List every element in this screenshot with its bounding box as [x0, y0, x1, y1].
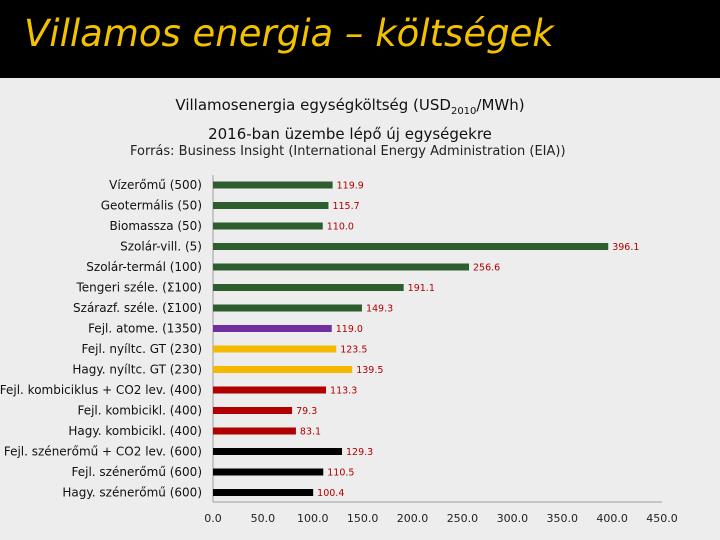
bar — [213, 181, 333, 189]
category-label: Tengeri széle. (Σ100) — [76, 281, 203, 295]
bar — [213, 304, 362, 312]
category-label: Szolár-vill. (5) — [120, 240, 202, 254]
value-label: 119.0 — [336, 324, 363, 335]
value-label: 110.0 — [327, 222, 354, 233]
bar — [213, 202, 329, 209]
category-label: Biomassza (50) — [109, 219, 202, 233]
value-label: 115.7 — [332, 201, 359, 212]
category-label: Hagy. kombicikl. (400) — [68, 424, 202, 438]
value-label: 191.1 — [408, 283, 435, 294]
x-tick-label: 300.0 — [497, 512, 529, 525]
value-label: 100.4 — [317, 488, 344, 499]
bar — [213, 345, 337, 353]
x-tick-label: 0.0 — [204, 512, 222, 525]
x-tick-label: 200.0 — [397, 512, 429, 525]
chart-source: Forrás: Business Insight (International … — [130, 144, 566, 159]
category-label: Fejl. szénerőmű + CO2 lev. (600) — [4, 445, 202, 459]
category-label: Szolár-termál (100) — [86, 260, 202, 274]
slide-title: Villamos energia – költségek — [24, 12, 554, 55]
chart-title-end: /MWh) — [476, 96, 525, 114]
bar — [213, 284, 404, 291]
category-label: Szárazf. széle. (Σ100) — [73, 301, 202, 315]
bar — [213, 263, 470, 271]
chart-title-subscript: 2010 — [450, 106, 477, 117]
value-label: 79.3 — [296, 406, 317, 417]
bar — [213, 222, 323, 230]
x-tick-label: 100.0 — [297, 512, 329, 525]
chart-title-main: Villamosenergia egységköltség (USD — [175, 96, 451, 114]
category-label: Vízerőmű (500) — [109, 178, 202, 192]
title-bar: Villamos energia – költségek — [0, 0, 720, 78]
value-label: 396.1 — [612, 242, 639, 253]
x-tick-label: 350.0 — [546, 512, 578, 525]
category-label: Hagy. szénerőmű (600) — [62, 486, 202, 500]
x-tick-label: 450.0 — [646, 512, 678, 525]
category-label: Fejl. atome. (1350) — [88, 322, 202, 336]
bar — [213, 448, 343, 455]
x-tick-label: 50.0 — [251, 512, 276, 525]
value-label: 83.1 — [300, 427, 321, 438]
value-label: 110.5 — [327, 468, 354, 479]
bar — [213, 489, 314, 496]
value-label: 113.3 — [330, 386, 357, 397]
bar — [213, 468, 324, 476]
value-label: 123.5 — [340, 345, 367, 356]
category-label: Fejl. kombicikl. (400) — [77, 404, 202, 418]
x-tick-label: 150.0 — [347, 512, 379, 525]
value-label: 256.6 — [473, 263, 500, 274]
category-label: Geotermális (50) — [101, 199, 202, 213]
value-label: 119.9 — [337, 181, 364, 192]
category-label: Hagy. nyíltc. GT (230) — [72, 363, 202, 377]
bar — [213, 386, 327, 394]
category-label: Fejl. szénerőmű (600) — [72, 465, 203, 479]
bar — [213, 407, 293, 414]
bar — [213, 325, 332, 332]
chart-subtitle: 2016-ban üzembe lépő új egységekre — [208, 125, 492, 143]
bar — [213, 427, 296, 435]
category-label: Fejl. kombiciklus + CO2 lev. (400) — [0, 383, 202, 397]
value-label: 149.3 — [366, 304, 393, 315]
x-tick-label: 400.0 — [596, 512, 628, 525]
bar — [213, 366, 353, 373]
value-label: 129.3 — [346, 447, 373, 458]
value-label: 139.5 — [356, 365, 383, 376]
bar — [213, 243, 609, 250]
x-tick-label: 250.0 — [447, 512, 479, 525]
chart-title: Villamosenergia egységköltség (USD2010/M… — [0, 94, 700, 145]
category-label: Fejl. nyíltc. GT (230) — [81, 342, 202, 356]
